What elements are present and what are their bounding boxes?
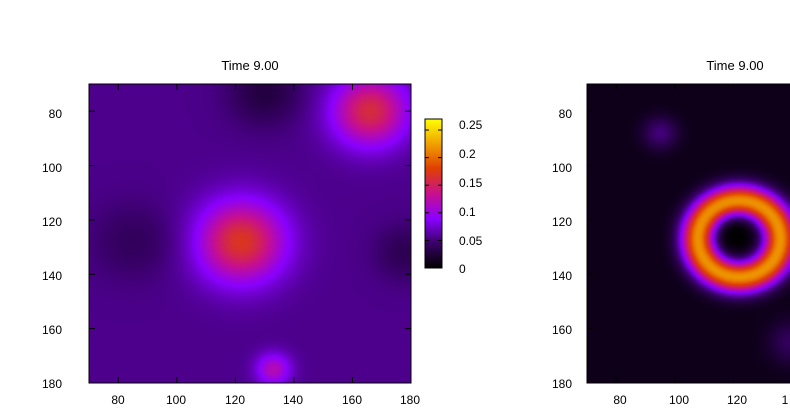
plot-frame	[88, 83, 412, 384]
plot-frame	[586, 83, 790, 384]
y-axis: 80 100 120 140 160 180	[42, 107, 62, 391]
x-tick-label: 180	[400, 393, 420, 407]
chart-title: Time 9.00	[221, 58, 278, 73]
y-tick-label: 160	[42, 323, 62, 337]
y-tick-label: 140	[552, 269, 572, 283]
colorbar-gradient	[424, 118, 443, 269]
colorbar-tick-label: 0.05	[459, 234, 483, 248]
colorbar: 0 0.05 0.1 0.15 0.2 0.25	[424, 118, 483, 276]
colorbar-tick-marks	[425, 129, 442, 269]
x-tick-label: 160	[342, 393, 362, 407]
x-tick-label: 140	[283, 393, 303, 407]
x-tick-label: 80	[613, 393, 627, 407]
y-tick-label: 180	[552, 377, 572, 391]
x-tick-label: 100	[669, 393, 689, 407]
x-tick-label: 120	[225, 393, 245, 407]
colorbar-tick-label: 0.1	[459, 205, 476, 219]
heatmap-image	[89, 84, 411, 383]
chart-title: Time 9.00	[706, 58, 763, 73]
heatmap-panel-left: Time 9.00 80 100 120 140 160 180 80 100 …	[42, 58, 483, 407]
tick-marks	[89, 84, 412, 384]
heatmap-plot-area	[586, 83, 790, 384]
colorbar-tick-label: 0.2	[459, 147, 476, 161]
colorbar-tick-label: 0.25	[459, 118, 483, 132]
x-axis: 80 100 120 140 160 180	[111, 393, 420, 407]
y-tick-label: 80	[49, 107, 63, 121]
colorbar-tick-label: 0	[459, 262, 466, 276]
y-tick-label: 120	[42, 215, 62, 229]
colorbar-tick-label: 0.15	[459, 176, 483, 190]
tick-marks	[587, 84, 734, 384]
x-tick-label: 100	[166, 393, 186, 407]
y-tick-label: 120	[552, 215, 572, 229]
heatmap-plot-area	[88, 83, 412, 384]
x-tick-label: 80	[111, 393, 125, 407]
y-tick-label: 100	[42, 161, 62, 175]
y-tick-label: 180	[42, 377, 62, 391]
y-tick-label: 80	[559, 107, 573, 121]
heatmap-image	[587, 84, 790, 383]
y-tick-label: 140	[42, 269, 62, 283]
y-axis: 80 100 120 140 160 180	[552, 107, 572, 391]
y-tick-label: 100	[552, 161, 572, 175]
heatmap-panel-right: Time 9.00 80 100 120 140 160 180 80 100 …	[552, 58, 790, 407]
x-tick-label: 1	[782, 393, 789, 407]
x-tick-label: 120	[727, 393, 747, 407]
y-tick-label: 160	[552, 323, 572, 337]
x-axis: 80 100 120 1	[613, 393, 788, 407]
